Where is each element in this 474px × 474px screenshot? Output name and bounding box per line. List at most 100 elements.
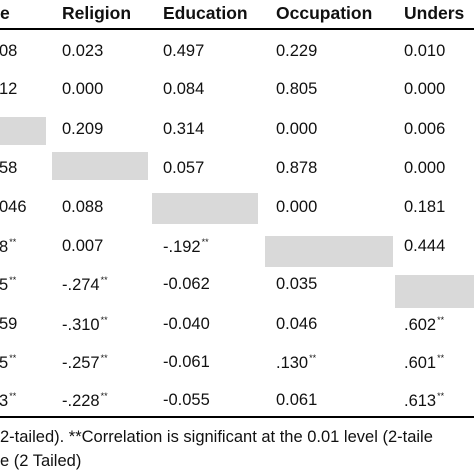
cell-religion: -.228** (62, 391, 108, 411)
cell-religion: 0.007 (62, 237, 103, 256)
significance-marker: ** (437, 315, 445, 325)
cell-occupation: 0.000 (276, 198, 317, 217)
cell-c0: 5** (0, 275, 16, 295)
cell-occupation: 0.805 (276, 80, 317, 99)
cell-occupation: .130** (276, 353, 316, 373)
cell-c0: 3** (0, 391, 16, 411)
cell-understanding: 0.000 (404, 80, 445, 99)
cell-education: -0.040 (163, 315, 210, 334)
cell-c0: 59 (0, 315, 17, 334)
cell-value: 12 (0, 80, 18, 98)
significance-marker: ** (201, 237, 209, 247)
cell-religion: -.257** (62, 353, 108, 373)
significance-marker: ** (309, 353, 317, 363)
cell-religion: 0.209 (62, 120, 103, 139)
cell-value: .613 (404, 392, 437, 410)
significance-marker: ** (100, 353, 108, 363)
header-education: Education (163, 3, 248, 23)
cell-value: 0.181 (404, 198, 446, 216)
bottom-rule (0, 416, 474, 418)
significance-marker: ** (100, 315, 108, 325)
significance-marker: ** (9, 275, 17, 285)
cell-understanding: 0.181 (404, 198, 445, 217)
significance-marker: ** (437, 391, 445, 401)
significance-marker: ** (9, 391, 17, 401)
cell-education: -0.062 (163, 275, 210, 294)
significance-marker: ** (100, 275, 108, 285)
cell-value: .601 (404, 354, 437, 372)
cell-value: 0.497 (163, 42, 205, 60)
cell-understanding: 0.000 (404, 159, 445, 178)
cell-occupation: 0.878 (276, 159, 317, 178)
cell-value: 0.061 (276, 391, 318, 409)
header-rule (0, 28, 474, 30)
cell-value: 08 (0, 42, 18, 60)
cell-education: -0.061 (163, 353, 210, 372)
cell-c0: 12 (0, 80, 17, 99)
cell-understanding: 0.010 (404, 42, 445, 61)
cell-occupation: 0.061 (276, 391, 317, 410)
cell-value: 046 (0, 198, 27, 216)
cell-understanding: .601** (404, 353, 444, 373)
footnote-line-1: 2-tailed). **Correlation is significant … (0, 428, 433, 446)
significance-marker: ** (9, 237, 17, 247)
significance-marker: ** (9, 353, 17, 363)
cell-religion: -.274** (62, 275, 108, 295)
cell-value: -.257 (62, 354, 100, 372)
cell-value: 58 (0, 159, 18, 177)
cell-value: 0.000 (404, 80, 446, 98)
cell-value: -.192 (163, 238, 201, 256)
cell-value: 0.088 (62, 198, 104, 216)
header-religion: Religion (62, 3, 132, 23)
cell-occupation: 0.046 (276, 315, 317, 334)
significance-marker: ** (100, 391, 108, 401)
cell-religion: 0.023 (62, 42, 103, 61)
cell-value: -.228 (62, 392, 100, 410)
cell-education: 0.497 (163, 42, 204, 61)
cell-value: 0.046 (276, 315, 318, 333)
cell-c0: 58 (0, 159, 17, 178)
cell-value: -0.040 (163, 315, 210, 333)
cell-value: 0.444 (404, 237, 446, 255)
cell-value: 0.314 (163, 120, 205, 138)
cell-value: 0.000 (404, 159, 446, 177)
header-col0-fragment: e (0, 3, 10, 23)
cell-occupation: 0.000 (276, 120, 317, 139)
cell-value: 0.229 (276, 42, 318, 60)
header-occupation: Occupation (276, 3, 373, 23)
cell-value: 0.000 (276, 120, 318, 138)
cell-understanding: .613** (404, 391, 444, 411)
cell-education: 0.314 (163, 120, 204, 139)
cell-education: 0.057 (163, 159, 204, 178)
cell-religion: -.310** (62, 315, 108, 335)
diagonal-cell-shaded (0, 117, 46, 145)
cell-value: 0.209 (62, 120, 104, 138)
cell-value: .602 (404, 316, 437, 334)
cell-value: 0.057 (163, 159, 205, 177)
cell-education: -.192** (163, 237, 209, 257)
cell-value: -.310 (62, 316, 100, 334)
cell-value: 0.878 (276, 159, 318, 177)
cell-c0: 8** (0, 237, 16, 257)
diagonal-cell-shaded (52, 152, 148, 180)
cell-occupation: 0.229 (276, 42, 317, 61)
cell-religion: 0.088 (62, 198, 103, 217)
cell-value: 5 (0, 354, 9, 372)
cell-value: 8 (0, 238, 9, 256)
cell-value: 0.035 (276, 275, 318, 293)
cell-value: -0.055 (163, 391, 210, 409)
cell-value: 0.084 (163, 80, 205, 98)
cell-understanding: 0.006 (404, 120, 445, 139)
cell-occupation: 0.035 (276, 275, 317, 294)
cell-value: -.274 (62, 276, 100, 294)
cell-c0: 5** (0, 353, 16, 373)
cell-value: 0.000 (276, 198, 318, 216)
cell-understanding: 0.444 (404, 237, 445, 256)
cell-education: 0.084 (163, 80, 204, 99)
significance-marker: ** (437, 353, 445, 363)
cell-value: 0.000 (62, 80, 104, 98)
cell-value: -0.062 (163, 275, 210, 293)
cell-religion: 0.000 (62, 80, 103, 99)
cell-c0: 046 (0, 198, 27, 217)
cell-value: 59 (0, 315, 18, 333)
